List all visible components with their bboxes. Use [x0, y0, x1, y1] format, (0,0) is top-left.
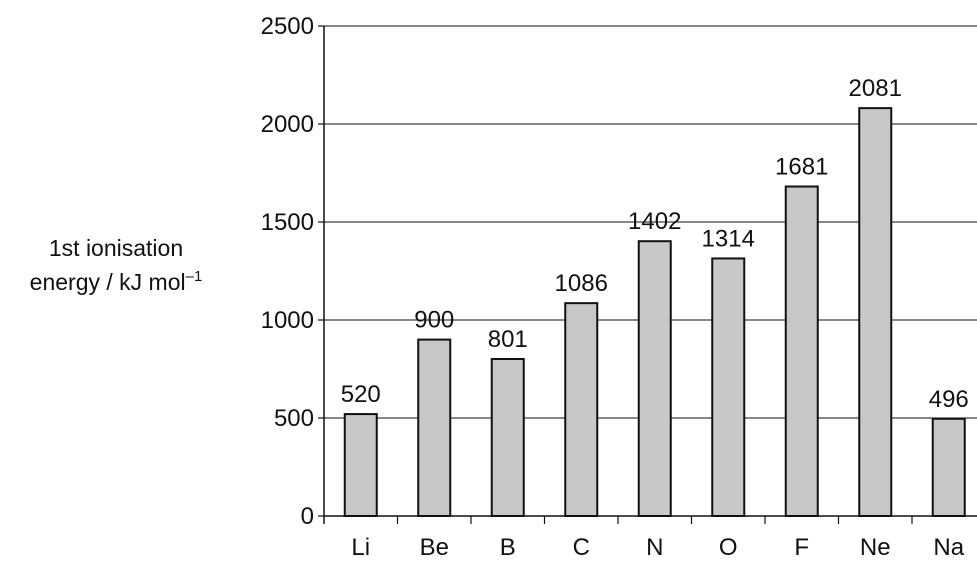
x-tick-label-Li: Li: [351, 534, 370, 561]
x-tick-label-Be: Be: [420, 534, 449, 561]
x-tick-label-N: N: [646, 534, 663, 561]
axes: [323, 26, 977, 524]
bar-F: [784, 185, 819, 518]
y-tick-label: 1500: [261, 209, 314, 236]
bar-B: [490, 358, 525, 517]
data-label-C: 1086: [555, 270, 608, 297]
y-tick-label: 1000: [261, 307, 314, 334]
bar-C: [564, 302, 599, 518]
x-tick-label-O: O: [719, 534, 738, 561]
bar-Ne: [858, 107, 893, 518]
y-axis-label-exponent: –1: [186, 268, 203, 285]
x-tick-label-B: B: [500, 534, 516, 561]
data-label-Na: 496: [929, 386, 969, 413]
bar-O: [711, 257, 746, 517]
y-axis-label-line1: 1st ionisation: [49, 235, 183, 261]
data-label-Be: 900: [414, 307, 454, 334]
bars: [343, 107, 966, 518]
data-label-N: 1402: [628, 208, 681, 235]
labels: 0 500 1000 1500 2000 2500 520 Li 900 Be 801 B 1086 C 1…: [261, 13, 969, 561]
data-label-Li: 520: [341, 381, 381, 408]
y-tick-label: 0: [301, 503, 314, 530]
x-tick-label-Na: Na: [933, 534, 964, 561]
data-label-F: 1681: [775, 154, 828, 181]
x-tick-label-C: C: [573, 534, 590, 561]
y-tick-label: 2500: [261, 13, 314, 40]
y-tick-label: 500: [274, 405, 314, 432]
x-tick-label-F: F: [794, 534, 809, 561]
data-label-B: 801: [488, 326, 528, 353]
data-label-O: 1314: [702, 225, 755, 252]
y-axis-label-unit: energy / kJ mol: [30, 269, 186, 295]
data-label-Ne: 2081: [849, 75, 902, 102]
bar-Li: [343, 413, 378, 517]
bar-N: [637, 240, 672, 517]
x-tick-label-Ne: Ne: [860, 534, 891, 561]
bar-Na: [931, 417, 966, 517]
y-axis-label-line2: energy / kJ mol–1: [30, 268, 203, 295]
y-tick-label: 2000: [261, 111, 314, 138]
bar-Be: [417, 338, 452, 517]
